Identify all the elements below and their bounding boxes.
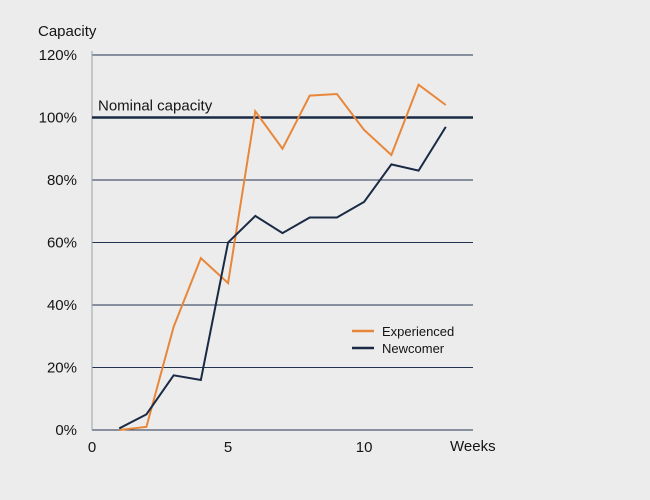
y-tick-label: 100%: [39, 110, 77, 127]
y-tick-label: 40%: [47, 297, 77, 314]
reference-line-group: Nominal capacity: [92, 98, 473, 119]
series-line-newcomer: [118, 126, 447, 430]
legend: Experienced Newcomer: [352, 324, 454, 356]
x-tick-labels: 0 5 10: [88, 439, 373, 456]
y-axis-title: Capacity: [38, 23, 97, 40]
x-tick-label: 0: [88, 439, 96, 456]
y-tick-labels: 0% 20% 40% 60% 80% 100% 120%: [39, 47, 77, 439]
gridlines: [92, 54, 473, 431]
series-group: [118, 83, 447, 431]
y-tick-label: 120%: [39, 47, 77, 64]
y-tick-label: 80%: [47, 172, 77, 189]
y-tick-label: 60%: [47, 235, 77, 252]
x-axis-title: Weeks: [450, 438, 496, 455]
y-tick-label: 0%: [55, 422, 77, 439]
x-tick-label: 5: [224, 439, 232, 456]
series-line-experienced: [119, 83, 447, 431]
y-tick-label: 20%: [47, 360, 77, 377]
legend-label-experienced: Experienced: [382, 324, 454, 339]
x-tick-label: 10: [356, 439, 373, 456]
legend-label-newcomer: Newcomer: [382, 341, 445, 356]
nominal-capacity-label: Nominal capacity: [98, 98, 213, 115]
